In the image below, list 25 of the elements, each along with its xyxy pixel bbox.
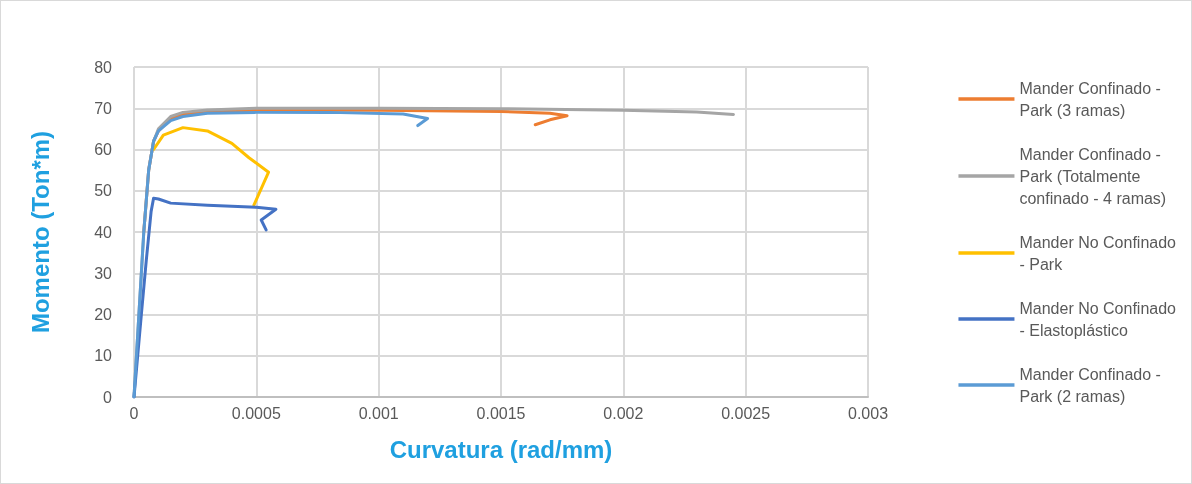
x-tick-label: 0.0015 [476, 404, 526, 422]
x-tick-label: 0.003 [847, 404, 889, 422]
y-tick-label: 30 [94, 264, 113, 282]
legend-label: Mander Confinado - Park (Totalmente confinado - 4 ramas) [1019, 145, 1167, 207]
y-tick-label: 70 [94, 99, 113, 117]
legend-label: Mander No Confinado - Park [1019, 233, 1177, 273]
x-axis-title: Curvatura (rad/mm) [389, 435, 613, 463]
x-tick-label: 0.002 [603, 404, 644, 422]
y-tick-label: 80 [94, 58, 113, 76]
legend-label: Mander Confinado - Park (2 ramas) [1019, 365, 1161, 405]
y-tick-label: 10 [94, 347, 113, 365]
y-tick-label: 60 [94, 141, 113, 158]
x-tick-label: 0.001 [358, 404, 399, 422]
x-tick-label: 0.0025 [721, 404, 771, 422]
y-axis-title: Momento (Ton*m) [26, 130, 54, 334]
y-tick-label: 40 [94, 223, 113, 241]
y-tick-label: 20 [94, 306, 113, 323]
legend-label: Mander Confinado - Park (3 ramas) [1019, 79, 1161, 119]
y-tick-label: 50 [94, 182, 113, 200]
x-tick-label: 0 [129, 404, 139, 422]
line-series [152, 126, 271, 207]
legend-label: Mander No Confinado - Elastoplástico [1019, 299, 1177, 339]
x-tick-label: 0.0005 [231, 404, 281, 422]
y-tick-label: 0 [103, 388, 113, 406]
line-series [132, 110, 430, 399]
